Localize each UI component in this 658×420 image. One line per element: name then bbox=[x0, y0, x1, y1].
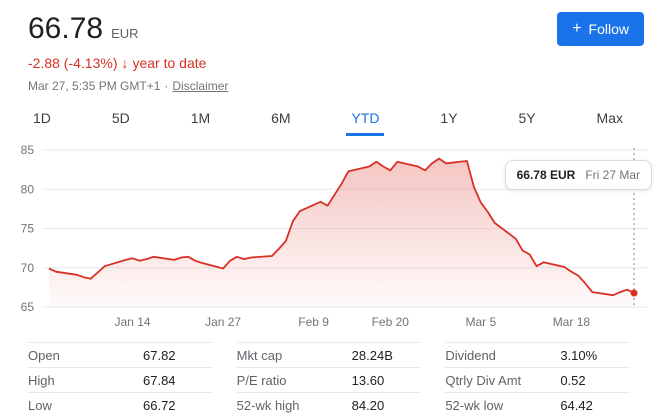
x-axis-label: Jan 27 bbox=[205, 315, 241, 329]
stat-label: High bbox=[28, 372, 55, 388]
stat-dividend: Dividend 3.10% bbox=[445, 342, 630, 367]
y-axis-label: 85 bbox=[21, 143, 35, 157]
follow-button-label: Follow bbox=[588, 21, 629, 37]
current-price: 66.78 bbox=[28, 12, 104, 45]
stat-low: Low 66.72 bbox=[28, 392, 213, 417]
tab-6m[interactable]: 6M bbox=[271, 110, 291, 126]
tooltip-date: Fri 27 Mar bbox=[585, 168, 640, 182]
stat-value: 64.42 bbox=[560, 397, 593, 413]
chart-tooltip: 66.78 EUR Fri 27 Mar bbox=[504, 160, 652, 190]
time-range-tabs: 1D 5D 1M 6M YTD 1Y 5Y Max bbox=[0, 103, 658, 136]
disclaimer-link[interactable]: Disclaimer bbox=[172, 79, 229, 93]
stat-label: Mkt cap bbox=[236, 347, 283, 363]
x-axis-label: Mar 18 bbox=[553, 315, 591, 329]
stat-value: 0.52 bbox=[560, 372, 586, 388]
quote-meta: Mar 27, 5:35 PM GMT+1 · Disclaimer bbox=[28, 79, 644, 93]
stats-column-2: Mkt cap 28.24B P/E ratio 13.60 52-wk hig… bbox=[236, 342, 422, 417]
arrow-down-icon: ↓ bbox=[121, 55, 129, 71]
x-axis-label: Jan 14 bbox=[115, 315, 151, 329]
stats-column-3: Dividend 3.10% Qtrly Div Amt 0.52 52-wk … bbox=[445, 342, 630, 417]
stat-open: Open 67.82 bbox=[28, 342, 213, 367]
stat-52wk-high: 52-wk high 84.20 bbox=[236, 392, 422, 417]
x-axis-label: Feb 9 bbox=[298, 315, 329, 329]
stat-label: Qtrly Div Amt bbox=[445, 372, 522, 388]
tab-5y[interactable]: 5Y bbox=[518, 110, 536, 126]
quote-timestamp: Mar 27, 5:35 PM GMT+1 bbox=[28, 79, 161, 93]
stat-label: 52-wk low bbox=[445, 397, 504, 413]
tab-1m[interactable]: 1M bbox=[190, 110, 211, 126]
x-axis-label: Mar 5 bbox=[465, 315, 496, 329]
stat-value: 66.72 bbox=[143, 397, 176, 413]
current-price-dot bbox=[630, 289, 638, 297]
change-period: year to date bbox=[132, 55, 207, 71]
stat-qtrly-div-amt: Qtrly Div Amt 0.52 bbox=[445, 367, 630, 392]
stat-label: Dividend bbox=[445, 347, 496, 363]
header: 66.78 EUR + Follow -2.88 (-4.13%) ↓ year… bbox=[0, 0, 658, 93]
tooltip-price: 66.78 EUR bbox=[516, 168, 576, 182]
stat-label: Open bbox=[28, 347, 60, 363]
price-change: -2.88 (-4.13%) ↓ year to date bbox=[28, 55, 644, 71]
stat-value: 67.84 bbox=[143, 372, 176, 388]
y-axis-label: 70 bbox=[21, 261, 35, 275]
stat-52wk-low: 52-wk low 64.42 bbox=[445, 392, 630, 417]
change-amount: -2.88 (-4.13%) bbox=[28, 55, 118, 71]
currency-label: EUR bbox=[111, 26, 139, 41]
tab-1y[interactable]: 1Y bbox=[440, 110, 458, 126]
tab-1d[interactable]: 1D bbox=[33, 110, 51, 126]
tab-max[interactable]: Max bbox=[596, 110, 623, 126]
stats-column-1: Open 67.82 High 67.84 Low 66.72 bbox=[28, 342, 213, 417]
price-line bbox=[48, 157, 635, 297]
stat-label: P/E ratio bbox=[236, 372, 287, 388]
meta-separator: · bbox=[164, 79, 169, 93]
y-axis-label: 65 bbox=[21, 300, 35, 314]
stat-high: High 67.84 bbox=[28, 367, 213, 392]
stat-label: 52-wk high bbox=[236, 397, 300, 413]
stat-value: 13.60 bbox=[351, 372, 385, 388]
price-row: 66.78 EUR + Follow bbox=[28, 12, 644, 46]
stat-value: 3.10% bbox=[560, 347, 598, 363]
stat-pe-ratio: P/E ratio 13.60 bbox=[236, 367, 422, 392]
x-axis-label: Feb 20 bbox=[372, 315, 410, 329]
key-stats-table: Open 67.82 High 67.84 Low 66.72 Mkt cap … bbox=[0, 342, 658, 417]
price-area-fill bbox=[49, 158, 635, 307]
tab-ytd[interactable]: YTD bbox=[346, 103, 385, 136]
follow-button[interactable]: + Follow bbox=[557, 12, 644, 46]
stat-value: 67.82 bbox=[143, 347, 176, 363]
stat-value: 84.20 bbox=[351, 397, 385, 413]
tab-5d[interactable]: 5D bbox=[111, 110, 130, 126]
stat-value: 28.24B bbox=[351, 347, 393, 363]
plus-icon: + bbox=[572, 20, 582, 37]
stat-mkt-cap: Mkt cap 28.24B bbox=[236, 342, 422, 367]
y-axis-label: 80 bbox=[21, 182, 35, 196]
price-chart[interactable]: 65 70 75 80 85 Jan 14 Jan 27 Feb 9 Feb 20 Mar 5 Ma… bbox=[0, 142, 658, 338]
stat-label: Low bbox=[28, 397, 52, 413]
y-axis-label: 75 bbox=[21, 222, 35, 236]
